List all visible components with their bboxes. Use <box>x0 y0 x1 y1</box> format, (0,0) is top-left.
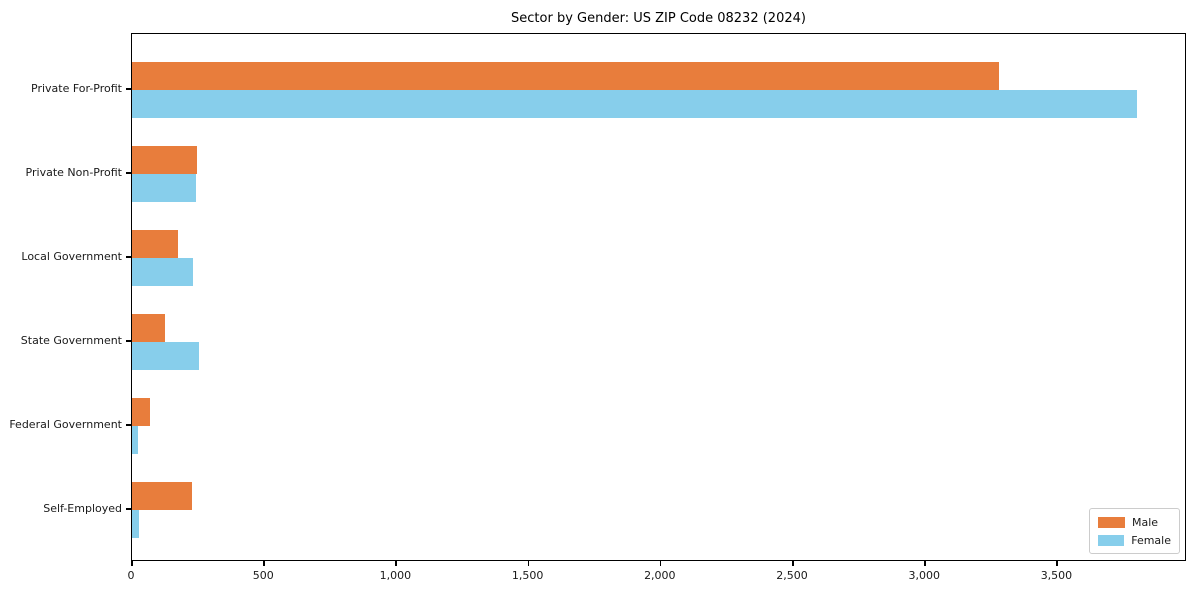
ytick-label-self-employed: Self-Employed <box>43 502 122 515</box>
bar-male-state-government <box>132 314 166 342</box>
xtick-mark <box>131 561 133 566</box>
legend-entry-male: Male <box>1098 516 1171 529</box>
xtick-mark <box>527 561 530 566</box>
xtick-mark <box>792 561 794 566</box>
xtick-label: 0 <box>127 569 135 582</box>
bar-male-private-for-profit <box>132 62 1000 90</box>
bar-female-self-employed <box>132 510 139 538</box>
bar-male-local-government <box>132 230 178 258</box>
ytick-label-state-government: State Government <box>20 334 122 347</box>
ytick-label-local-government: Local Government <box>21 250 122 263</box>
ytick-mark <box>126 88 131 90</box>
legend-label-female: Female <box>1131 533 1171 547</box>
legend-label-male: Male <box>1132 515 1159 529</box>
ytick-mark <box>126 508 131 510</box>
ytick-label-private-for-profit: Private For-Profit <box>31 82 122 95</box>
xtick-mark <box>924 561 926 566</box>
bar-female-local-government <box>132 258 193 286</box>
xtick-label: 2,500 <box>776 569 808 582</box>
bar-male-self-employed <box>132 482 192 510</box>
xtick-mark <box>659 561 662 566</box>
bar-female-private-non-profit <box>132 174 197 202</box>
legend-entry-female: Female <box>1098 534 1171 547</box>
bar-female-federal-government <box>132 426 139 454</box>
xtick-mark <box>1056 561 1058 566</box>
ytick-mark <box>126 256 131 258</box>
xtick-label: 1,000 <box>379 569 412 582</box>
bar-male-federal-government <box>132 398 150 426</box>
plot-area <box>131 33 1186 561</box>
xtick-label: 2,000 <box>644 569 676 582</box>
xtick-label: 1,500 <box>511 569 544 582</box>
xtick-label: 3,500 <box>1040 569 1073 582</box>
legend-swatch-female <box>1098 534 1125 546</box>
chart-title: Sector by Gender: US ZIP Code 08232 (202… <box>511 11 806 26</box>
legend-swatch-male <box>1098 516 1125 528</box>
xtick-mark <box>263 561 265 566</box>
ytick-mark <box>126 172 131 174</box>
ytick-mark <box>126 424 131 426</box>
xtick-label: 3,000 <box>908 569 940 582</box>
bar-male-private-non-profit <box>132 146 198 174</box>
xtick-mark <box>395 561 397 566</box>
ytick-label-private-non-profit: Private Non-Profit <box>25 166 122 179</box>
bar-female-state-government <box>132 342 200 370</box>
legend: Male Female <box>1089 508 1180 554</box>
xtick-label: 500 <box>252 569 274 582</box>
ytick-mark <box>126 340 131 342</box>
ytick-label-federal-government: Federal Government <box>9 418 122 431</box>
bar-female-private-for-profit <box>132 90 1137 118</box>
